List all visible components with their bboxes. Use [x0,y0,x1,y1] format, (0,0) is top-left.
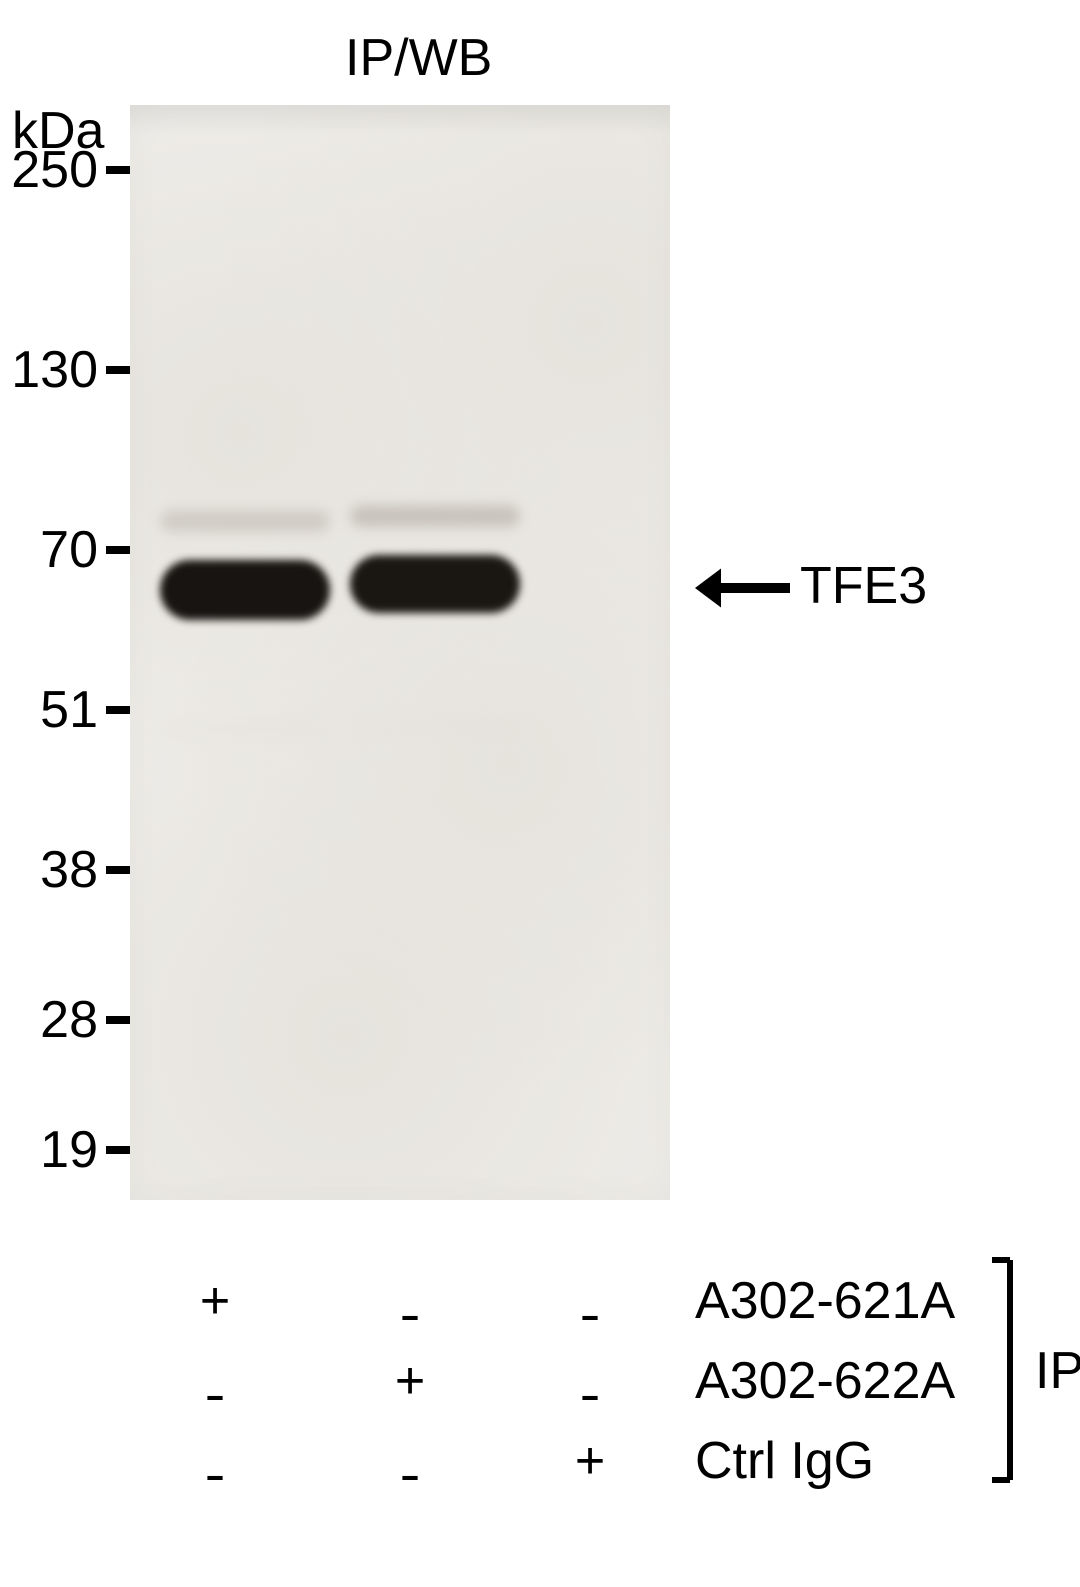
blot-band [160,720,330,738]
ip-row-label: Ctrl IgG [695,1435,874,1487]
mw-marker-label: 130 [0,344,98,396]
mw-marker-label: 51 [0,684,98,736]
mw-marker-tick [106,166,130,174]
ip-mark: - [191,1369,239,1421]
mw-marker-tick [106,546,130,554]
ip-mark: - [191,1449,239,1501]
mw-marker-label: 28 [0,994,98,1046]
blot-top-edge [130,105,670,135]
mw-marker-tick [106,366,130,374]
mw-marker-label: 38 [0,844,98,896]
ip-bracket-label: IP [1035,1345,1080,1397]
mw-marker-label: 19 [0,1124,98,1176]
ip-mark: + [390,1355,430,1407]
blot-band [160,560,330,620]
ip-mark: + [195,1275,235,1327]
mw-marker-tick [106,706,130,714]
blot-band [350,555,520,613]
ip-mark: - [386,1289,434,1341]
blot-band [160,510,330,532]
figure-title: IP/WB [345,32,492,84]
band-annotation-label: TFE3 [800,560,927,612]
blot-band [350,718,520,736]
mw-marker-label: 250 [0,144,98,196]
ip-mark: + [570,1435,610,1487]
ip-mark: - [386,1449,434,1501]
ip-mark: - [566,1289,614,1341]
ip-row-label: A302-621A [695,1275,955,1327]
mw-marker-tick [106,1016,130,1024]
blot-band [350,505,520,527]
blot-membrane [130,105,670,1200]
mw-marker-tick [106,1146,130,1154]
mw-marker-label: 70 [0,524,98,576]
mw-marker-tick [106,866,130,874]
ip-mark: - [566,1369,614,1421]
ip-row-label: A302-622A [695,1355,955,1407]
